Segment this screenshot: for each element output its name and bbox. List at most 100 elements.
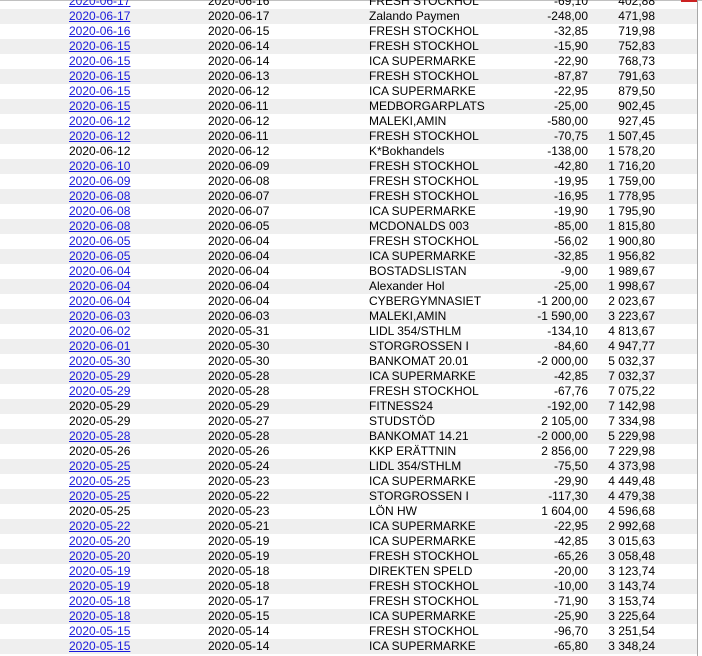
transaction-date-link[interactable]: 2020-05-20 bbox=[69, 534, 131, 548]
transaction-date-link[interactable]: 2020-06-15 bbox=[69, 99, 131, 113]
transaction-date-cell: 2020-06-17 bbox=[208, 9, 270, 23]
amount-cell: -25,90 bbox=[553, 609, 588, 623]
booking-date-cell: 2020-06-12 bbox=[69, 144, 199, 159]
transaction-date-cell: 2020-05-24 bbox=[208, 459, 270, 473]
balance-cell: 7 142,98 bbox=[608, 399, 655, 413]
table-row: 2020-06-15 2020-06-14 ICA SUPERMARKE -22,90… bbox=[0, 54, 697, 69]
transaction-date-link[interactable]: 2020-06-15 bbox=[69, 84, 131, 98]
transaction-date-link[interactable]: 2020-06-03 bbox=[69, 309, 131, 323]
transaction-date-link[interactable]: 2020-06-10 bbox=[69, 159, 131, 173]
transaction-date-link[interactable]: 2020-06-01 bbox=[69, 339, 131, 353]
balance-cell: 4 373,98 bbox=[608, 459, 655, 473]
description-cell: FRESH STOCKHOL bbox=[369, 579, 479, 593]
transaction-date-link[interactable]: 2020-06-04 bbox=[69, 264, 131, 278]
transaction-date-link[interactable]: 2020-06-17 bbox=[69, 9, 131, 23]
description-cell: FRESH STOCKHOL bbox=[369, 549, 479, 563]
booking-date-cell: 2020-06-15 bbox=[69, 54, 199, 69]
balance-cell: 3 015,63 bbox=[608, 534, 655, 548]
transaction-date-cell: 2020-06-07 bbox=[208, 189, 270, 203]
amount-cell: -56,02 bbox=[553, 234, 588, 248]
amount-cell: -22,95 bbox=[553, 84, 588, 98]
table-row: 2020-06-01 2020-05-30 STORGROSSEN I -84,60 4… bbox=[0, 339, 697, 354]
transaction-date-link[interactable]: 2020-05-18 bbox=[69, 594, 131, 608]
booking-date-cell: 2020-05-19 bbox=[69, 579, 199, 594]
transaction-date-link[interactable]: 2020-06-04 bbox=[69, 294, 131, 308]
balance-cell: 1 778,95 bbox=[608, 189, 655, 203]
amount-cell: -192,00 bbox=[547, 399, 588, 413]
balance-cell: 3 225,64 bbox=[608, 609, 655, 623]
transaction-date-link[interactable]: 2020-05-29 bbox=[69, 369, 131, 383]
balance-cell: 1 507,45 bbox=[608, 129, 655, 143]
table-row: 2020-05-18 2020-05-17 FRESH STOCKHOL -71,90… bbox=[0, 594, 697, 609]
booking-date-cell: 2020-06-03 bbox=[69, 309, 199, 324]
transaction-date-link[interactable]: 2020-06-08 bbox=[69, 189, 131, 203]
transaction-date-link[interactable]: 2020-05-20 bbox=[69, 549, 131, 563]
transaction-date-link[interactable]: 2020-06-17 bbox=[69, 0, 131, 8]
description-cell: FRESH STOCKHOL bbox=[369, 384, 479, 398]
amount-cell: -84,60 bbox=[553, 339, 588, 353]
transaction-date-link[interactable]: 2020-06-04 bbox=[69, 279, 131, 293]
table-row: 2020-05-30 2020-05-30 BANKOMAT 20.01 -2 000… bbox=[0, 354, 697, 369]
booking-date-cell: 2020-06-15 bbox=[69, 99, 199, 114]
amount-cell: -65,80 bbox=[553, 639, 588, 653]
transaction-date-link[interactable]: 2020-05-22 bbox=[69, 519, 131, 533]
transaction-date-link[interactable]: 2020-05-25 bbox=[69, 489, 131, 503]
transaction-date-link[interactable]: 2020-06-08 bbox=[69, 204, 131, 218]
booking-date-cell: 2020-06-01 bbox=[69, 339, 199, 354]
transaction-date-link[interactable]: 2020-05-25 bbox=[69, 459, 131, 473]
amount-cell: -9,00 bbox=[560, 264, 588, 278]
balance-cell: 1 998,67 bbox=[608, 279, 655, 293]
right-border bbox=[697, 0, 698, 656]
description-cell: CYBERGYMNASIET bbox=[369, 294, 482, 308]
transaction-date-link[interactable]: 2020-06-12 bbox=[69, 129, 131, 143]
transaction-date-link[interactable]: 2020-05-19 bbox=[69, 579, 131, 593]
description-cell: Zalando Paymen bbox=[369, 9, 460, 23]
transaction-date-link[interactable]: 2020-05-29 bbox=[69, 384, 131, 398]
transaction-date-link[interactable]: 2020-05-18 bbox=[69, 609, 131, 623]
transaction-date-text: 2020-06-12 bbox=[69, 144, 131, 158]
table-row: 2020-06-15 2020-06-12 ICA SUPERMARKE -22,95… bbox=[0, 84, 697, 99]
balance-cell: 402,88 bbox=[618, 0, 655, 8]
transaction-date-cell: 2020-05-23 bbox=[208, 504, 270, 518]
transaction-date-link[interactable]: 2020-06-05 bbox=[69, 249, 131, 263]
transaction-date-link[interactable]: 2020-06-08 bbox=[69, 219, 131, 233]
transaction-date-link[interactable]: 2020-06-09 bbox=[69, 174, 131, 188]
transaction-date-link[interactable]: 2020-05-15 bbox=[69, 639, 131, 653]
transaction-date-link[interactable]: 2020-05-15 bbox=[69, 624, 131, 638]
balance-cell: 1 578,20 bbox=[608, 144, 655, 158]
transaction-date-link[interactable]: 2020-06-15 bbox=[69, 54, 131, 68]
transaction-date-link[interactable]: 2020-05-28 bbox=[69, 429, 131, 443]
description-cell: MEDBORGARPLATS bbox=[369, 99, 485, 113]
booking-date-cell: 2020-06-17 bbox=[69, 9, 199, 24]
transaction-date-link[interactable]: 2020-05-19 bbox=[69, 564, 131, 578]
table-row: 2020-06-04 2020-06-04 BOSTADSLISTAN -9,00 1 … bbox=[0, 264, 697, 279]
transaction-date-link[interactable]: 2020-05-25 bbox=[69, 474, 131, 488]
transaction-date-link[interactable]: 2020-06-05 bbox=[69, 234, 131, 248]
description-cell: BANKOMAT 14.21 bbox=[369, 429, 469, 443]
balance-cell: 7 334,98 bbox=[608, 414, 655, 428]
description-cell: ICA SUPERMARKE bbox=[369, 204, 476, 218]
booking-date-cell: 2020-06-09 bbox=[69, 174, 199, 189]
table-row: 2020-06-08 2020-06-07 FRESH STOCKHOL -16,95… bbox=[0, 189, 697, 204]
booking-date-cell: 2020-05-20 bbox=[69, 549, 199, 564]
balance-cell: 719,98 bbox=[618, 24, 655, 38]
transaction-date-cell: 2020-06-03 bbox=[208, 309, 270, 323]
transaction-date-link[interactable]: 2020-06-02 bbox=[69, 324, 131, 338]
balance-cell: 2 023,67 bbox=[608, 294, 655, 308]
transaction-date-link[interactable]: 2020-06-12 bbox=[69, 114, 131, 128]
table-row: 2020-05-19 2020-05-18 FRESH STOCKHOL -10,00… bbox=[0, 579, 697, 594]
booking-date-cell: 2020-05-15 bbox=[69, 639, 199, 654]
transaction-date-link[interactable]: 2020-05-30 bbox=[69, 354, 131, 368]
balance-cell: 1 716,20 bbox=[608, 159, 655, 173]
table-row: 2020-06-08 2020-06-07 ICA SUPERMARKE -19,90… bbox=[0, 204, 697, 219]
table-row: 2020-06-08 2020-06-05 MCDONALDS 003 -85,00 1… bbox=[0, 219, 697, 234]
amount-cell: -1 590,00 bbox=[537, 309, 588, 323]
amount-cell: -70,75 bbox=[553, 129, 588, 143]
transaction-date-link[interactable]: 2020-06-15 bbox=[69, 69, 131, 83]
table-row: 2020-05-29 2020-05-28 FRESH STOCKHOL -67,76… bbox=[0, 384, 697, 399]
table-row: 2020-05-22 2020-05-21 ICA SUPERMARKE -22,95… bbox=[0, 519, 697, 534]
amount-cell: 2 856,00 bbox=[541, 444, 588, 458]
transaction-date-link[interactable]: 2020-06-15 bbox=[69, 39, 131, 53]
transaction-date-link[interactable]: 2020-06-16 bbox=[69, 24, 131, 38]
transaction-date-cell: 2020-05-17 bbox=[208, 594, 270, 608]
